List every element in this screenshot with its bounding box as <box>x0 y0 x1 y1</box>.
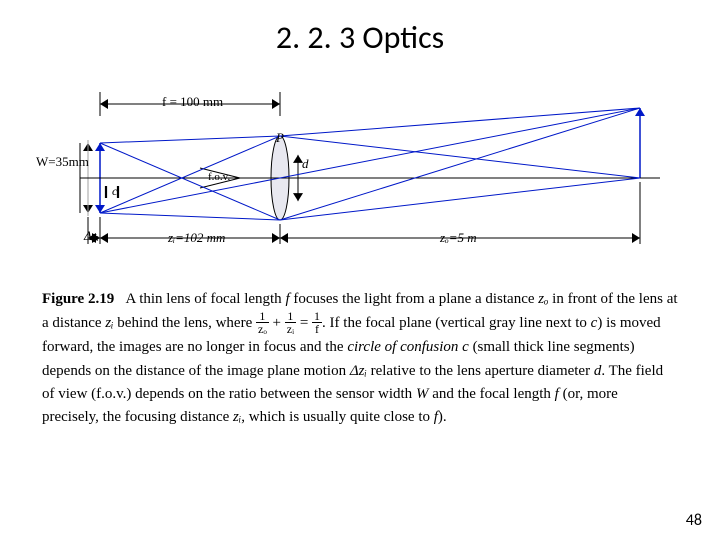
sym-dzi: Δzᵢ <box>350 363 367 379</box>
figure-caption: Figure 2.19 A thin lens of focal length … <box>42 288 678 429</box>
caption-text: relative to the lens aperture diameter <box>367 363 594 379</box>
caption-text: ). <box>438 409 447 425</box>
fov-label: f.o.v. <box>208 171 230 183</box>
caption-text: behind the lens, where <box>114 315 256 331</box>
fraction: 1zᵢ <box>285 310 296 335</box>
page-number: 48 <box>686 511 702 530</box>
caption-text: . If the focal plane (vertical gray line… <box>322 315 591 331</box>
caption-text: focuses the light from a plane a distanc… <box>290 291 539 307</box>
italic-coc: circle of confusion c <box>347 339 469 355</box>
sym-zo: zₒ <box>538 291 548 307</box>
zo-label: zₒ=5 m <box>440 230 477 246</box>
fraction: 1zₒ <box>256 310 269 335</box>
caption-text: , which is usually quite close to <box>241 409 433 425</box>
focal-length-label: f = 100 mm <box>162 94 223 110</box>
optics-diagram: f = 100 mm W=35mm f.o.v. P d c Δzᵢ zᵢ=10… <box>40 88 680 258</box>
caption-text: and the focal length <box>428 386 554 402</box>
fraction: 1f <box>312 310 322 335</box>
sensor-width-label: W=35mm <box>36 154 89 170</box>
zi-label: zᵢ=102 mm <box>168 230 225 246</box>
lens-p-label: P <box>276 130 284 146</box>
sym-zi: zᵢ <box>105 315 113 331</box>
caption-text: + <box>269 315 285 331</box>
section-title: 2. 2. 3 Optics <box>0 0 720 57</box>
aperture-d-label: d <box>302 156 309 172</box>
delta-zi-label: Δzᵢ <box>84 228 99 244</box>
sym-W: W <box>416 386 429 402</box>
figure-label: Figure 2.19 <box>42 291 114 307</box>
coc-c-label: c <box>112 184 117 199</box>
caption-text: A thin lens of focal length <box>125 291 285 307</box>
caption-text: = <box>296 315 312 331</box>
